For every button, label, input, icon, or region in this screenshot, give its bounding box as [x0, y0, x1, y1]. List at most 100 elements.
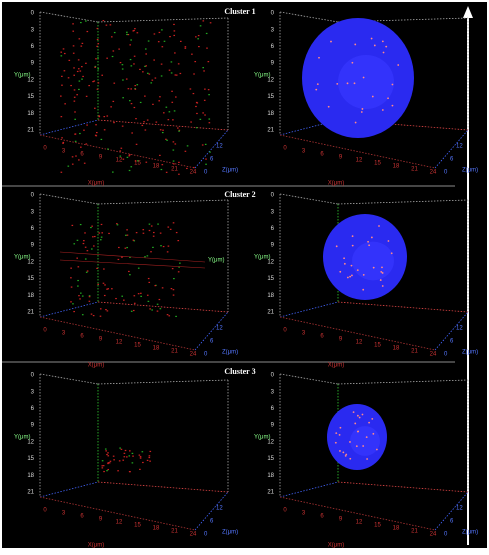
spot: [74, 133, 77, 135]
x-tick-label: 21: [171, 529, 178, 535]
box-edge: [97, 119, 229, 131]
y-tick-label: 6: [31, 44, 35, 50]
spot: [173, 163, 175, 165]
spot: [130, 103, 133, 105]
spot: [203, 99, 206, 101]
spot: [86, 30, 89, 33]
spot: [95, 124, 97, 126]
z-tick-label: 12: [216, 144, 223, 150]
x-tick-label: 12: [356, 340, 363, 346]
spot: [351, 61, 354, 64]
box-edge: [279, 11, 339, 23]
spot: [148, 281, 151, 284]
spot: [150, 82, 153, 84]
spot: [137, 267, 140, 269]
spot: [72, 52, 75, 54]
spot: [171, 101, 174, 103]
x-tick-label: 3: [62, 331, 66, 337]
spot: [151, 309, 153, 311]
spot: [338, 433, 341, 436]
spot: [77, 68, 80, 70]
spot: [77, 279, 79, 282]
x-tick-label: 3: [62, 511, 66, 517]
spot: [107, 462, 109, 465]
x-tick-label: 12: [116, 520, 123, 526]
spot: [83, 129, 85, 131]
x-axis-label: X(μm): [328, 181, 344, 187]
spot: [353, 82, 356, 85]
spot: [166, 139, 168, 141]
spot: [90, 226, 92, 229]
spot: [206, 47, 208, 49]
y-tick-label: 21: [27, 490, 34, 496]
spot: [349, 275, 352, 278]
spot: [161, 131, 164, 134]
spot: [365, 436, 368, 439]
spot: [179, 262, 181, 264]
arrow-head: [463, 6, 473, 18]
y-tick-label: 9: [31, 243, 35, 249]
spot: [126, 234, 129, 236]
spot: [101, 467, 104, 469]
spot: [103, 129, 106, 131]
x-tick-label: 0: [283, 146, 287, 152]
spot: [110, 36, 113, 38]
x-tick-label: 6: [80, 152, 84, 158]
spot: [362, 273, 365, 276]
spot: [186, 145, 189, 147]
box-edge: [279, 193, 339, 205]
spot: [379, 279, 382, 281]
spot: [166, 314, 169, 316]
z-axis-label: Z(μm): [222, 350, 238, 356]
spot: [202, 20, 205, 22]
y-tick-label: 12: [27, 259, 34, 265]
z-tick-label: 12: [216, 506, 223, 512]
spot: [175, 231, 178, 234]
spot: [126, 456, 128, 458]
spot: [82, 242, 85, 245]
x-tick-label: 15: [134, 161, 141, 167]
spot: [60, 55, 63, 57]
y-tick-label: 12: [267, 77, 274, 83]
spot: [111, 288, 113, 290]
spot: [61, 75, 63, 77]
spot: [94, 134, 97, 136]
spot: [196, 102, 199, 104]
box-edge: [97, 199, 229, 205]
spot: [334, 441, 337, 444]
spot: [132, 309, 135, 312]
spot: [129, 274, 131, 276]
x-tick-label: 15: [374, 161, 381, 167]
spot: [184, 46, 187, 48]
spot: [380, 270, 383, 273]
spot: [138, 454, 141, 456]
spot: [366, 458, 369, 460]
spot: [134, 88, 136, 90]
spot: [199, 25, 202, 27]
box-edge: [279, 481, 339, 498]
spot: [197, 38, 199, 40]
spot: [106, 288, 108, 290]
y-axis-label: Y(μm): [254, 73, 270, 79]
spot: [159, 154, 161, 156]
spot: [354, 43, 357, 46]
spot: [100, 138, 103, 141]
z-axis-label: Z(μm): [222, 530, 238, 536]
spot: [135, 143, 138, 145]
y-tick-label: 9: [271, 61, 275, 67]
y-tick-label: 12: [267, 259, 274, 265]
spot: [167, 226, 170, 228]
spot: [102, 465, 105, 467]
spot: [339, 426, 342, 429]
x-tick-label: 6: [80, 514, 84, 520]
x-axis-label: X(μm): [88, 181, 104, 187]
spot: [107, 455, 110, 457]
spot: [71, 156, 74, 158]
box-edge: [97, 481, 229, 493]
spot: [361, 108, 364, 110]
x-tick-label: 9: [339, 337, 343, 343]
y-tick-label: 6: [271, 406, 275, 412]
spot: [79, 223, 82, 226]
spot: [86, 270, 89, 272]
